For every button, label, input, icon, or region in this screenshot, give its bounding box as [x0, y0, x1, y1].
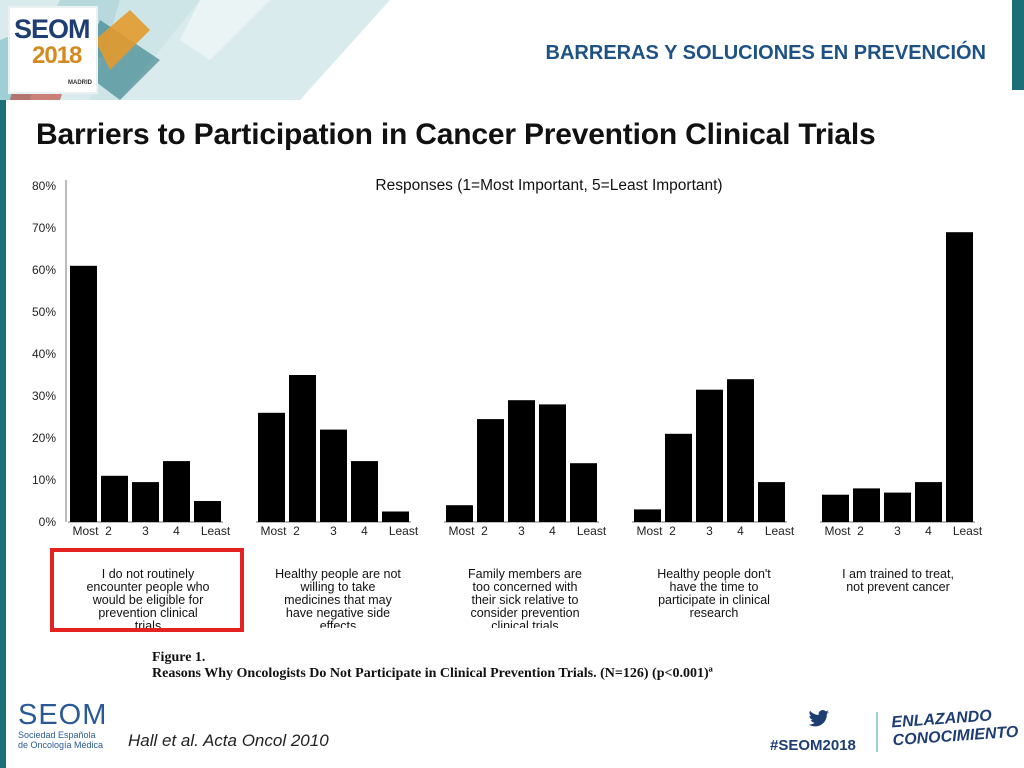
- bar: [194, 501, 221, 522]
- seom-footer-logo: SEOM Sociedad Española de Oncología Médi…: [18, 700, 107, 750]
- figure-caption: Reasons Why Oncologists Do Not Participa…: [152, 666, 713, 681]
- x-tick-label: 3: [894, 524, 901, 538]
- bar: [351, 461, 378, 522]
- x-tick-label: Most: [260, 524, 287, 538]
- footer-org-sub1: Sociedad Española: [18, 730, 96, 740]
- hashtag: #SEOM2018: [770, 737, 856, 754]
- chart-title: Responses (1=Most Important, 5=Least Imp…: [375, 177, 722, 194]
- slide-title: Barriers to Participation in Cancer Prev…: [36, 118, 876, 151]
- y-tick-label: 10%: [32, 473, 56, 487]
- x-tick-label: 3: [518, 524, 525, 538]
- figure-label: Figure 1.: [152, 650, 206, 665]
- x-tick-label: 4: [925, 524, 932, 538]
- x-tick-label: 2: [105, 524, 112, 538]
- bar: [665, 433, 692, 522]
- x-tick-label: Most: [824, 524, 851, 538]
- x-tick-label: Least: [201, 524, 231, 538]
- y-tick-label: 0%: [39, 515, 57, 529]
- y-tick-label: 30%: [32, 389, 56, 403]
- bar: [853, 488, 880, 522]
- x-tick-label: 2: [857, 524, 864, 538]
- x-tick-label: 3: [330, 524, 337, 538]
- footer-divider: [876, 712, 878, 752]
- group-caption: Healthy people are not willing to take m…: [275, 568, 401, 628]
- x-tick-label: Least: [765, 524, 795, 538]
- bar: [539, 404, 566, 522]
- x-tick-label: 3: [706, 524, 713, 538]
- bar: [163, 461, 190, 522]
- logo-year-text: 2018: [32, 42, 82, 69]
- y-tick-label: 80%: [32, 179, 56, 193]
- logo-city-text: MADRID: [68, 80, 92, 86]
- bar: [634, 509, 661, 522]
- bar: [508, 400, 535, 522]
- bar: [132, 482, 159, 522]
- bar: [258, 412, 285, 522]
- citation: Hall et al. Acta Oncol 2010: [128, 731, 329, 750]
- x-tick-label: 4: [361, 524, 368, 538]
- group-caption: I do not routinely encounter people who …: [86, 568, 210, 628]
- bar: [320, 429, 347, 522]
- x-tick-label: Most: [72, 524, 99, 538]
- x-tick-label: Least: [577, 524, 607, 538]
- group-caption: I am trained to treat, not prevent cance…: [842, 568, 954, 594]
- seom-2018-logo: SEOM 2018 MADRID: [10, 8, 96, 92]
- bar: [696, 389, 723, 522]
- left-accent-strip: [0, 0, 6, 768]
- bar: [727, 379, 754, 522]
- x-tick-label: 2: [669, 524, 676, 538]
- bar: [570, 463, 597, 522]
- x-tick-label: 2: [293, 524, 300, 538]
- x-tick-label: 2: [481, 524, 488, 538]
- x-tick-label: Most: [448, 524, 475, 538]
- bar: [101, 475, 128, 522]
- y-tick-label: 40%: [32, 347, 56, 361]
- bar: [382, 511, 409, 522]
- bar: [446, 505, 473, 522]
- y-tick-label: 70%: [32, 221, 56, 235]
- bar: [915, 482, 942, 522]
- bar: [946, 232, 973, 522]
- right-accent-strip: [1012, 0, 1024, 90]
- bar: [477, 419, 504, 522]
- footer-org-name: SEOM: [18, 699, 108, 731]
- bar: [884, 492, 911, 522]
- bar: [822, 494, 849, 522]
- x-tick-label: 4: [173, 524, 180, 538]
- logo-seom-text: SEOM: [14, 14, 91, 44]
- bar: [70, 265, 97, 522]
- x-tick-label: 4: [737, 524, 744, 538]
- y-tick-label: 50%: [32, 305, 56, 319]
- section-title: BARRERAS Y SOLUCIONES EN PREVENCIÓN: [545, 42, 986, 64]
- x-tick-label: Least: [953, 524, 983, 538]
- bar: [758, 482, 785, 522]
- x-tick-label: 3: [142, 524, 149, 538]
- x-tick-label: 4: [549, 524, 556, 538]
- footer-org-sub2: de Oncología Médica: [18, 740, 104, 750]
- highlight-box: [50, 548, 244, 632]
- group-caption: Family members are too concerned with th…: [468, 568, 582, 628]
- y-tick-label: 20%: [32, 431, 56, 445]
- twitter-icon: [808, 710, 829, 727]
- y-tick-label: 60%: [32, 263, 56, 277]
- x-tick-label: Most: [636, 524, 663, 538]
- x-tick-label: Least: [389, 524, 419, 538]
- bar: [289, 375, 316, 522]
- group-caption: Healthy people don't have the time to pa…: [657, 568, 771, 620]
